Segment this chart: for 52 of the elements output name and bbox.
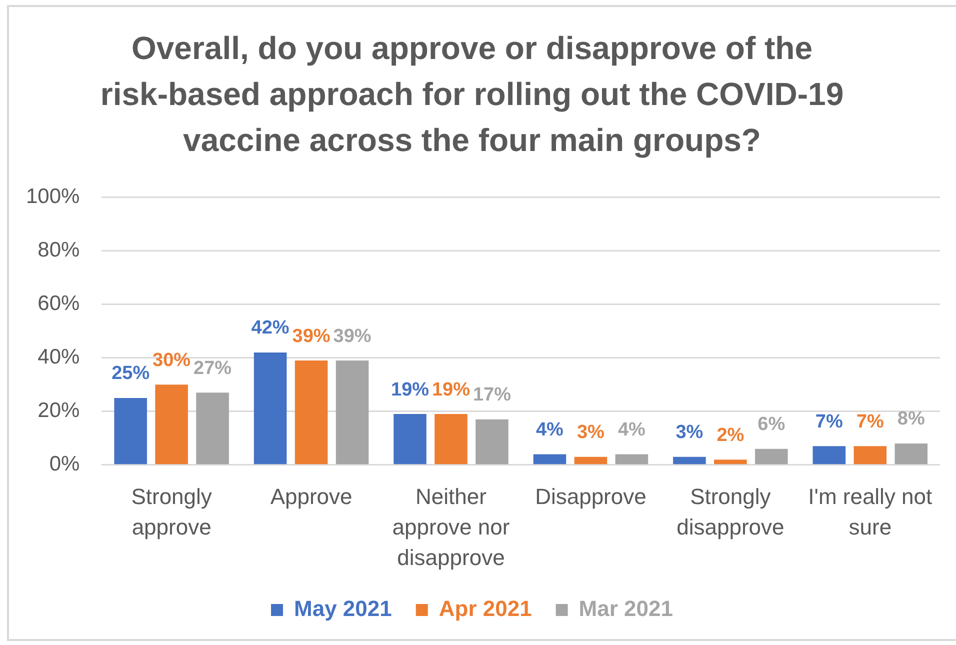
data-label: 6% <box>758 414 786 436</box>
x-tick-label: Strongly approve <box>131 484 212 540</box>
data-label: 25% <box>112 363 150 384</box>
bar <box>714 460 747 464</box>
bar <box>294 360 328 464</box>
data-label: 39% <box>292 326 330 347</box>
bar <box>196 392 229 464</box>
bar <box>476 419 508 464</box>
x-tick-label: Disapprove <box>535 484 646 510</box>
bar <box>574 456 608 464</box>
data-label: 8% <box>897 408 925 430</box>
bar <box>894 444 928 464</box>
bar <box>155 384 188 464</box>
bar <box>254 352 287 464</box>
data-label: 17% <box>472 384 512 406</box>
data-label: 7% <box>815 411 843 432</box>
bar <box>812 446 846 464</box>
data-label: 3% <box>676 422 704 444</box>
y-tick-label: 60% <box>38 292 80 316</box>
data-label: 39% <box>333 326 372 347</box>
x-tick-label: I'm really not sure <box>808 484 932 540</box>
bar <box>434 414 468 464</box>
chart-title: Overall, do you approve or disapprove of the risk-based approach for rolling out the COVID-19 vaccine across the four main groups? <box>100 30 844 158</box>
y-tick-label: 80% <box>38 238 80 262</box>
bar <box>394 414 426 464</box>
y-tick-label: 0% <box>49 452 80 476</box>
bar <box>336 360 369 464</box>
x-tick-label: Strongly disapprove <box>676 484 784 540</box>
bar <box>854 446 887 464</box>
y-tick-label: 40% <box>38 346 80 369</box>
y-tick-label: 20% <box>38 399 80 422</box>
legend-label: Mar 2021 <box>578 596 673 622</box>
data-label: 19% <box>432 379 470 400</box>
legend-label: May 2021 <box>294 596 392 622</box>
data-label: 19% <box>391 379 430 400</box>
bar <box>615 454 648 464</box>
bar <box>673 456 706 464</box>
data-label: 7% <box>856 411 884 432</box>
data-label: 4% <box>618 419 646 440</box>
data-label: 3% <box>576 422 605 444</box>
x-tick-label: Neither approve nor disapprove <box>392 484 510 570</box>
y-tick-label: 100% <box>26 185 80 208</box>
data-label: 30% <box>152 350 191 371</box>
bar <box>533 454 566 464</box>
bar <box>755 448 788 464</box>
data-label: 2% <box>716 424 744 446</box>
data-label: 27% <box>194 358 232 379</box>
x-tick-label: Approve <box>270 484 352 510</box>
bar <box>114 398 147 464</box>
legend-label: Apr 2021 <box>438 596 532 622</box>
data-label: 42% <box>251 318 290 339</box>
data-label: 4% <box>536 419 564 440</box>
